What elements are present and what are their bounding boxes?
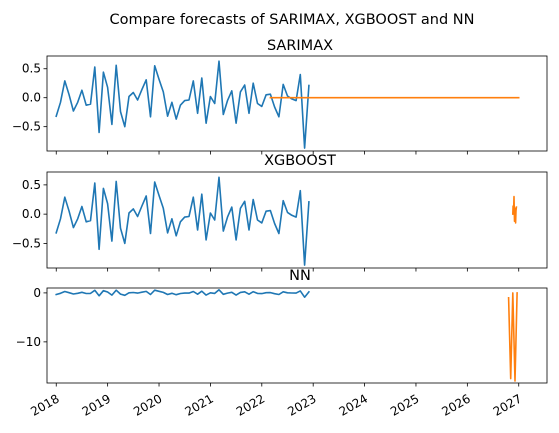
y-ticks-xgboost: 0.5 0.0 −0.5 xyxy=(12,178,47,250)
y-tick-label: 0.5 xyxy=(22,178,41,192)
forecast-line-xgboost xyxy=(511,195,518,224)
y-tick-label: 0.5 xyxy=(22,62,41,76)
x-ticks-sarimax xyxy=(55,151,520,155)
x-tick-label: 2023 xyxy=(285,391,318,418)
y-tick-label: 0 xyxy=(33,286,41,300)
y-ticks-nn: 0 −10 xyxy=(16,286,47,349)
x-tick-label: 2025 xyxy=(388,391,421,418)
x-tick-label: 2027 xyxy=(491,391,524,418)
history-line-sarimax xyxy=(55,60,310,149)
history-line-nn xyxy=(55,288,311,299)
x-tick-label: 2018 xyxy=(28,391,61,418)
x-ticks-nn: 2018 2019 2020 2021 2022 2023 2024 2025 2026 2027 xyxy=(28,383,524,419)
axes-frame-nn xyxy=(46,287,548,384)
panel-title-sarimax: SARIMAX xyxy=(267,38,333,54)
series-lines-nn xyxy=(55,288,518,382)
x-tick-label: 2026 xyxy=(439,391,472,418)
panel-title-nn: NN xyxy=(289,268,311,284)
axes-frame-xgboost xyxy=(46,171,548,269)
panel-xgboost: XGBOOST 0.5 0.0 −0.5 xyxy=(12,153,548,272)
panel-sarimax: SARIMAX 0.5 0.0 −0.5 xyxy=(12,38,548,155)
series-lines-xgboost xyxy=(55,176,518,266)
panel-nn: NN 0 −10 2018 2019 2020 2021 2022 2023 2024 2025… xyxy=(16,268,548,419)
x-tick-label: 2024 xyxy=(337,391,370,418)
y-ticks-sarimax: 0.5 0.0 −0.5 xyxy=(12,62,47,134)
x-tick-label: 2021 xyxy=(182,391,215,418)
forecast-line-nn xyxy=(507,292,518,382)
series-lines-sarimax xyxy=(55,60,520,149)
y-tick-label: −0.5 xyxy=(12,236,41,250)
figure-suptitle: Compare forecasts of SARIMAX, XGBOOST an… xyxy=(109,12,474,28)
x-tick-label: 2019 xyxy=(80,391,113,418)
panel-title-xgboost: XGBOOST xyxy=(264,153,336,169)
history-line-xgboost xyxy=(55,176,310,266)
x-tick-label: 2022 xyxy=(234,391,267,418)
y-tick-label: −0.5 xyxy=(12,120,41,134)
x-ticks-xgboost xyxy=(55,268,520,272)
y-tick-label: 0.0 xyxy=(22,91,41,105)
y-tick-label: −10 xyxy=(16,335,41,349)
y-tick-label: 0.0 xyxy=(22,207,41,221)
axes-frame-sarimax xyxy=(46,55,548,152)
x-tick-label: 2020 xyxy=(131,391,164,418)
